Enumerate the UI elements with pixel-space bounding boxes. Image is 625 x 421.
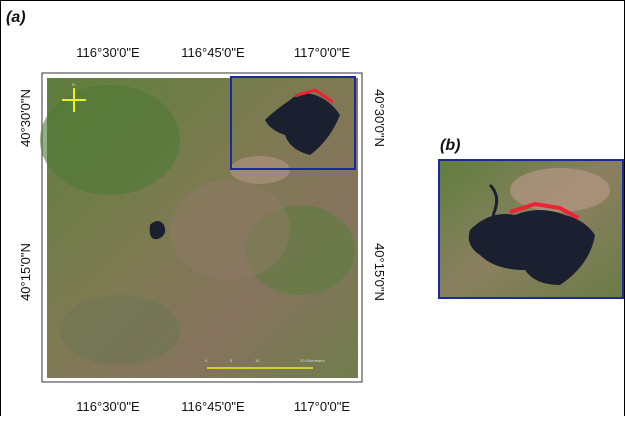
latitude-label: 40°15'0"N: [18, 243, 33, 301]
inset-map: [439, 160, 623, 298]
figure: (a) N 0 5 10 20 Kilometers 116°30'0"E 11…: [0, 0, 625, 416]
longitude-label: 116°30'0"E: [76, 45, 140, 60]
latitude-label: 40°30'0"N: [372, 89, 387, 147]
longitude-label: 116°45'0"E: [181, 399, 245, 414]
latitude-label: 40°15'0"N: [372, 243, 387, 301]
scale-label: 10: [255, 358, 260, 363]
longitude-label: 117°0'0"E: [294, 45, 350, 60]
page: {"panel_a": "(a)", "panel_b": "(b)", "to…: [0, 0, 625, 416]
longitude-label: 116°45'0"E: [181, 45, 245, 60]
north-label: N: [72, 82, 75, 87]
latitude-label: 40°30'0"N: [18, 89, 33, 147]
scale-label: 20 Kilometers: [300, 358, 324, 363]
panel-label: (b): [440, 137, 460, 154]
panel-label: (a): [6, 9, 26, 26]
satellite-map: [40, 78, 358, 378]
longitude-label: 116°30'0"E: [76, 399, 140, 414]
longitude-label: 117°0'0"E: [294, 399, 350, 414]
